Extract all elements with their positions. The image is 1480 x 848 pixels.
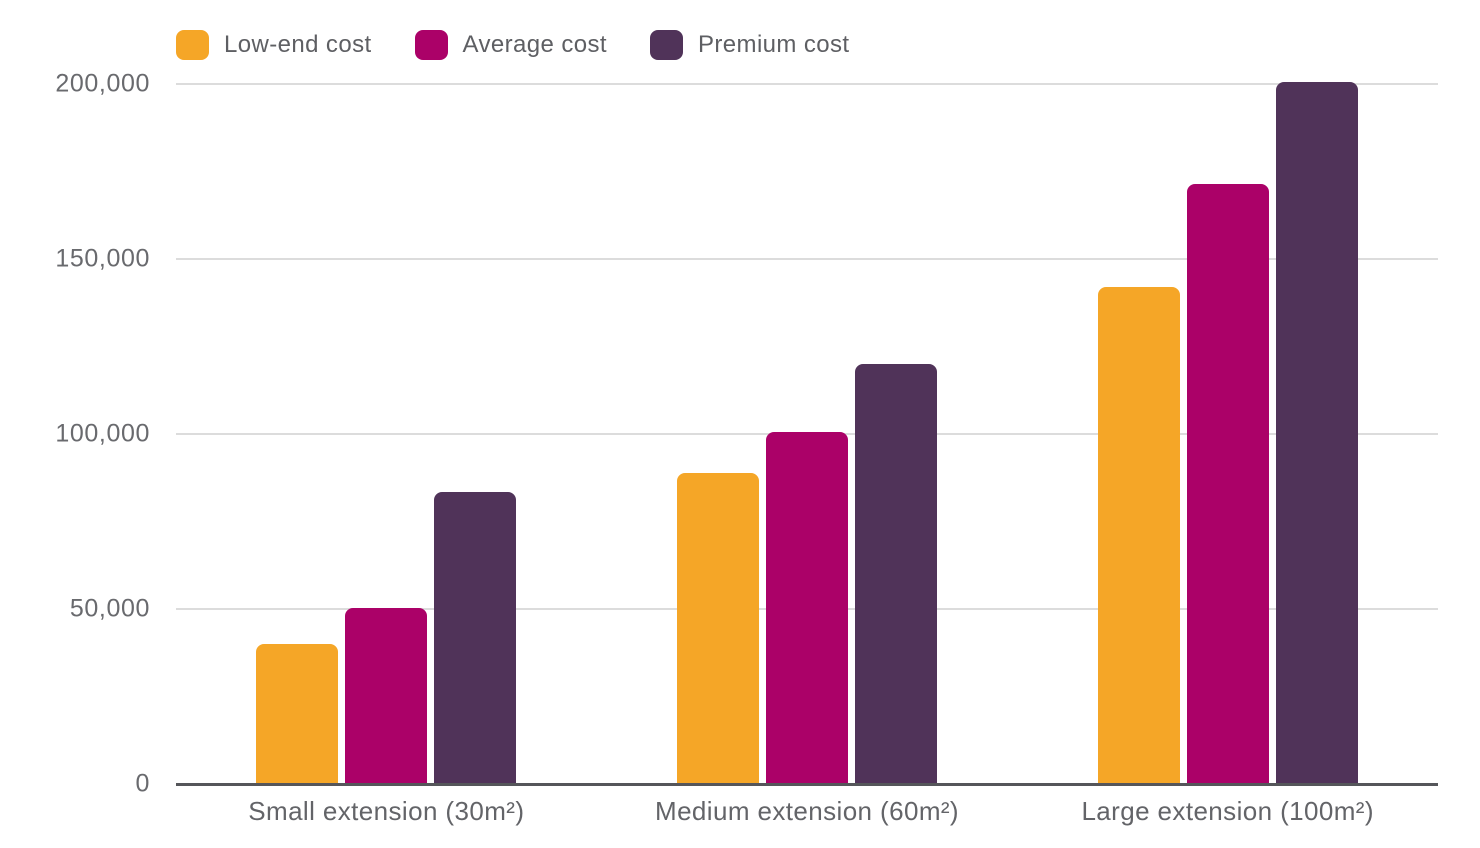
y-axis-tick-label: 200,000 xyxy=(55,69,150,98)
bar-low-end-cost xyxy=(677,472,759,784)
category-label-small-extension: Small extension (30m²) xyxy=(248,796,525,826)
bar-group xyxy=(597,84,1018,784)
x-axis-line xyxy=(176,783,1438,786)
legend-item-low-end-cost: Low-end cost xyxy=(176,30,372,60)
legend-item-premium-cost: Premium cost xyxy=(650,30,850,60)
bar-group xyxy=(176,84,597,784)
legend-label: Premium cost xyxy=(698,31,850,58)
y-axis-tick-labels: 0 50,000 100,000 150,000 200,000 xyxy=(0,70,150,798)
legend-swatch-average-cost xyxy=(414,30,448,60)
y-axis-tick-label: 50,000 xyxy=(69,594,150,623)
plot-area xyxy=(176,82,1438,786)
bar-low-end-cost xyxy=(1097,287,1180,784)
bar-average-cost xyxy=(345,608,428,784)
y-axis-tick-label: 100,000 xyxy=(55,419,150,448)
category-label-large-extension: Large extension (100m²) xyxy=(1081,796,1374,826)
legend-label: Low-end cost xyxy=(224,31,372,58)
bar-low-end-cost xyxy=(256,644,339,784)
bar-premium-cost xyxy=(855,364,937,784)
legend-swatch-low-end-cost xyxy=(176,30,209,60)
category-label-medium-extension: Medium extension (60m²) xyxy=(655,796,959,826)
bar-premium-cost xyxy=(1275,82,1358,784)
bar-average-cost xyxy=(766,432,848,784)
x-axis-labels: Small extension (30m²) Medium extension … xyxy=(176,796,1438,827)
legend-label: Average cost xyxy=(462,31,607,58)
bar-groups xyxy=(176,82,1438,784)
chart-legend: Low-end cost Average cost Premium cost xyxy=(176,28,850,62)
legend-swatch-premium-cost xyxy=(650,30,683,60)
bar-group xyxy=(1017,82,1438,784)
legend-item-average-cost: Average cost xyxy=(414,30,607,60)
gridline xyxy=(176,83,1438,85)
y-axis-tick-label: 0 xyxy=(135,769,150,798)
bar-premium-cost xyxy=(434,491,517,784)
gridline xyxy=(176,258,1438,260)
bar-average-cost xyxy=(1186,183,1269,784)
y-axis-tick-label: 150,000 xyxy=(55,244,150,273)
